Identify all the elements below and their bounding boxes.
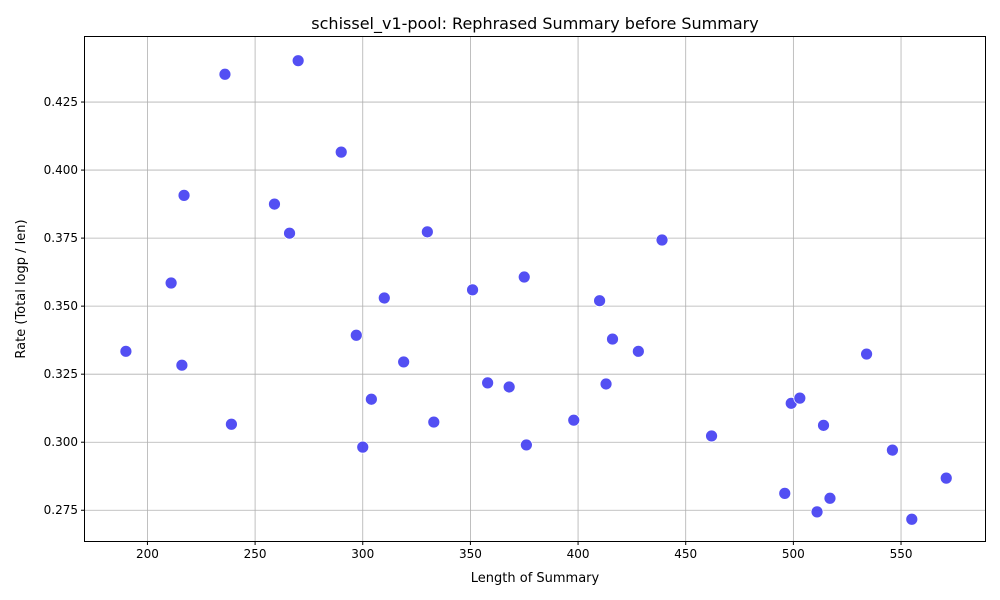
data-point [481,376,495,390]
data-points [119,54,953,526]
data-point [905,512,919,526]
data-point [283,226,296,240]
x-tick-label: 300 [351,547,374,561]
y-tick-label: 0.375 [44,231,78,245]
data-point [268,197,281,211]
data-point [377,291,391,305]
y-tick-label: 0.300 [44,435,78,449]
x-tick-label: 550 [890,547,913,561]
x-tick-label: 400 [567,547,590,561]
plot-frame [84,36,986,542]
data-point [502,380,516,394]
data-point [631,344,645,358]
y-axis-ticks: 0.275 0.300 0.325 0.350 0.375 0.400 0.425 [44,95,85,517]
data-point [606,332,619,346]
data-point [778,486,792,500]
data-point [119,344,133,358]
chart-title: schissel_v1-pool: Rephrased Summary befo… [311,14,758,34]
data-point [810,505,824,519]
data-point [519,438,533,452]
x-tick-label: 350 [459,547,482,561]
y-tick-label: 0.275 [44,503,78,517]
data-point [164,276,178,290]
x-tick-label: 250 [244,547,267,561]
data-point [427,415,441,429]
data-point [291,54,305,68]
data-point [356,440,370,454]
data-point [593,294,606,308]
data-point [397,355,411,369]
x-tick-label: 450 [674,547,697,561]
data-point [567,413,581,427]
data-point [175,358,189,372]
data-point [364,392,378,406]
data-point [823,491,837,505]
x-axis-label: Length of Summary [471,571,600,586]
y-tick-label: 0.350 [44,299,78,313]
x-axis-ticks: 200 250 300 350 400 450 500 550 [136,541,912,561]
data-point [817,418,830,432]
data-point [349,328,363,342]
data-point [939,471,953,485]
data-point [599,377,613,391]
x-tick-label: 200 [136,547,159,561]
data-point [218,67,232,81]
data-point [886,443,899,457]
data-point [225,417,238,431]
data-point [517,270,531,284]
data-point [860,347,873,361]
y-tick-label: 0.400 [44,163,78,177]
data-point [655,233,669,247]
data-point [177,188,191,202]
grid [85,37,985,541]
y-tick-label: 0.325 [44,367,78,381]
x-tick-label: 500 [782,547,805,561]
data-point [420,225,434,239]
data-point [334,145,348,159]
data-point [705,429,718,443]
y-tick-label: 0.425 [44,95,78,109]
y-axis-label: Rate (Total logp / len) [14,219,29,358]
data-point [793,391,807,405]
data-point [466,283,479,297]
